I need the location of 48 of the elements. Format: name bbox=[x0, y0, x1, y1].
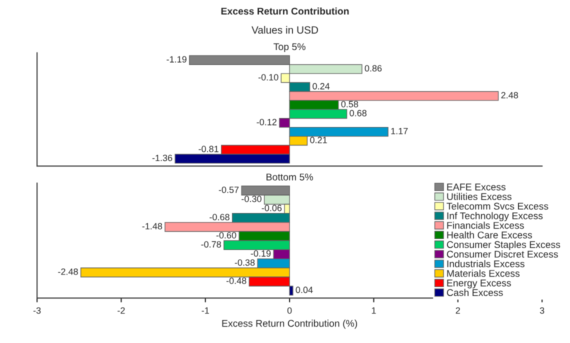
data-label: 1.17 bbox=[391, 128, 408, 134]
data-label: -1.48 bbox=[142, 223, 162, 230]
x-tick-label: 0 bbox=[287, 307, 292, 314]
data-label: 0.04 bbox=[296, 286, 313, 294]
legend-label: Consumer Staples Excess bbox=[446, 240, 560, 250]
data-label: 0.58 bbox=[341, 100, 358, 108]
data-label: -0.48 bbox=[226, 278, 246, 284]
data-label: -0.38 bbox=[234, 259, 255, 266]
data-label: -0.06 bbox=[262, 204, 282, 212]
text: Excess Return Contribution bbox=[221, 7, 349, 15]
data-label: -1.36 bbox=[152, 154, 172, 162]
data-label: -0.81 bbox=[198, 146, 218, 152]
data-label: -2.48 bbox=[58, 268, 78, 275]
chart-title: Top 5% bbox=[274, 43, 306, 52]
x-tick-label: 1 bbox=[372, 307, 376, 314]
legend-label: Health Care Excess bbox=[447, 231, 532, 238]
data-label: 0.24 bbox=[312, 83, 330, 90]
x-tick-label: -3 bbox=[33, 307, 41, 314]
data-label: -0.10 bbox=[258, 74, 278, 80]
data-label: -0.19 bbox=[250, 250, 271, 257]
legend-label: Utilities Excess bbox=[447, 192, 512, 200]
legend-label: Cash Excess bbox=[446, 288, 503, 296]
data-label: -1.19 bbox=[166, 56, 186, 63]
legend-label: Inf Technology Excess bbox=[447, 212, 543, 222]
data-label: -0.78 bbox=[201, 241, 221, 248]
text: Values in USD bbox=[252, 26, 318, 34]
x-tick-label: 3 bbox=[540, 307, 544, 314]
data-label: 0.68 bbox=[350, 110, 366, 116]
data-label: -0.57 bbox=[218, 186, 239, 194]
legend-label: Energy Excess bbox=[447, 280, 511, 288]
data-label: -0.68 bbox=[210, 214, 230, 220]
data-label: 0.86 bbox=[364, 65, 382, 72]
chart-title: Bottom 5% bbox=[266, 174, 313, 180]
legend-label: Financials Excess bbox=[447, 222, 524, 229]
legend-label: Industrials Excess bbox=[447, 260, 524, 268]
legend-label: Materials Excess bbox=[447, 270, 520, 277]
x-axis-title: Excess Return Contribution (%) bbox=[222, 320, 358, 329]
data-label: 2.48 bbox=[501, 92, 518, 98]
data-label: -0.60 bbox=[216, 232, 236, 238]
x-tick-label: 2 bbox=[456, 307, 460, 314]
legend-label: Consumer Discret Excess bbox=[446, 250, 558, 258]
x-tick-label: -1 bbox=[202, 307, 209, 314]
data-label: 0.21 bbox=[310, 136, 327, 144]
legend-label: EAFE Excess bbox=[447, 184, 506, 190]
data-label: -0.30 bbox=[242, 196, 262, 202]
data-label: -0.12 bbox=[256, 118, 276, 126]
x-tick-label: -2 bbox=[118, 307, 125, 314]
legend-label: Telecomm Svcs Excess bbox=[446, 202, 548, 210]
